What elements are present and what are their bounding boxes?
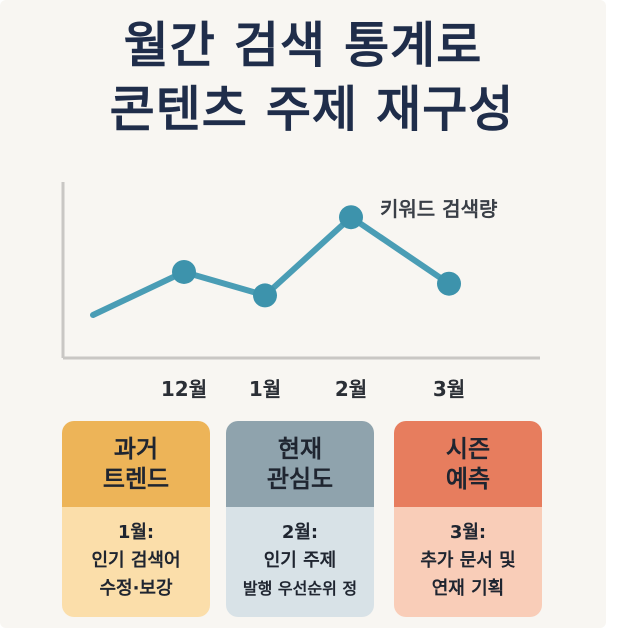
card-season-forecast: 시즌 예측 3월: 추가 문서 및 연재 기획 [394,421,542,617]
card-title-line: 트렌드 [102,465,170,493]
data-point-1 [172,259,196,284]
card-body: 3월: 추가 문서 및 연재 기획 [394,507,542,617]
x-tick-label: 3월 [433,377,465,401]
card-month: 1월: [117,522,155,543]
data-point-3 [339,205,363,230]
card-month: 3월: [449,522,487,543]
card-header: 시즌 예측 [394,421,542,507]
data-point-2 [253,283,277,308]
x-tick-label: 12월 [161,377,207,401]
card-title-line: 현재 [277,435,323,463]
card-month: 2월: [281,522,319,543]
card-body: 1월: 인기 검색어 수정·보강 [62,507,210,617]
card-header: 과거 트렌드 [62,421,210,507]
card-title-line: 예측 [445,465,491,493]
x-tick-label: 1월 [249,377,281,401]
card-current-interest: 현재 관심도 2월: 인기 주제 발행 우선순위 정 [226,421,374,617]
card-title-line: 관심도 [266,465,334,493]
series-label-keyword-volume: 키워드 검색량 [380,197,498,221]
infographic-canvas: 월간 검색 통계로 콘텐츠 주제 재구성 12월 1월 2월 3월 키워드 검색량 과… [0,0,606,628]
data-point-4 [437,271,461,296]
card-body: 2월: 인기 주제 발행 우선순위 정 [226,507,374,617]
card-text-line: 인기 주제 [263,550,337,571]
card-text-line: 수정·보강 [99,578,173,599]
card-text-line: 발행 우선순위 정 [242,579,358,598]
title-line-2: 콘텐츠 주제 재구성 [109,81,515,138]
card-title-line: 시즌 [445,435,491,463]
search-volume-chart: 12월 1월 2월 3월 키워드 검색량 [61,182,540,401]
card-title-line: 과거 [113,435,159,463]
title-line-1: 월간 검색 통계로 [123,17,483,74]
card-text-line: 추가 문서 및 [420,550,516,571]
x-tick-label: 2월 [335,377,367,401]
card-past-trend: 과거 트렌드 1월: 인기 검색어 수정·보강 [62,421,210,617]
page-title: 월간 검색 통계로 콘텐츠 주제 재구성 [0,14,606,142]
card-text-line: 인기 검색어 [91,550,181,571]
card-text-line: 연재 기획 [431,578,505,599]
card-header: 현재 관심도 [226,421,374,507]
